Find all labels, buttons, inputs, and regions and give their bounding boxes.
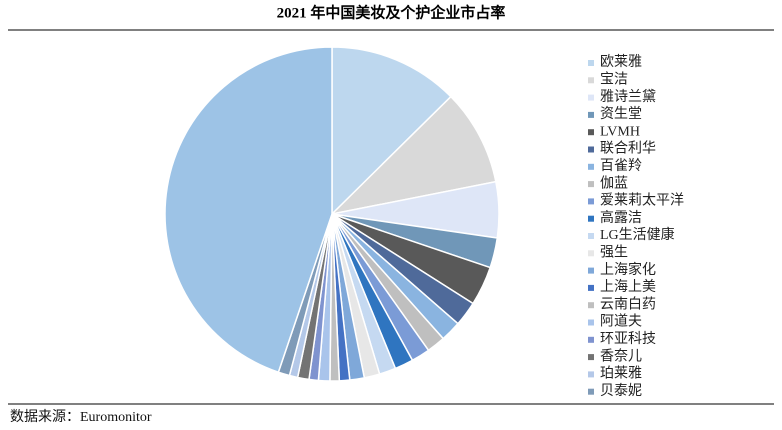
legend-swatch	[588, 233, 594, 239]
legend-label: 贝泰妮	[600, 383, 642, 399]
legend-label: 珀莱雅	[600, 366, 642, 382]
legend-swatch	[588, 111, 594, 118]
legend-label: 百雀羚	[600, 158, 642, 174]
legend-label: 伽蓝	[600, 175, 628, 191]
legend-swatch	[588, 94, 594, 101]
legend-label: 欧莱雅	[600, 54, 642, 70]
source: 数据来源：Euromonitor	[10, 409, 152, 425]
legend-swatch	[588, 302, 594, 309]
legend-label: 强生	[600, 245, 628, 261]
pie-slice	[331, 46, 452, 216]
legend-swatch	[588, 60, 594, 66]
legend-label: 资生堂	[600, 106, 642, 122]
legend-label: 阿道夫	[600, 314, 642, 330]
legend-swatch	[588, 198, 594, 205]
legend-label: 云南白药	[600, 296, 656, 312]
legend-swatch	[588, 267, 594, 274]
legend-label: 爱莱莉太平洋	[600, 193, 684, 209]
legend-swatch	[588, 336, 594, 343]
legend-label: LG生活健康	[600, 226, 675, 243]
legend-label: 上海上美	[600, 279, 656, 295]
legend-label: 上海家化	[600, 261, 656, 278]
legend-swatch	[588, 163, 594, 170]
legend-label: 环亚科技	[600, 331, 656, 347]
legend-label: 联合利华	[600, 141, 656, 157]
legend-swatch	[588, 371, 594, 378]
legend-swatch	[588, 215, 594, 222]
legend-label: 雅诗兰黛	[600, 89, 656, 105]
legend-swatch	[588, 146, 594, 153]
legend-swatch	[588, 129, 594, 136]
legend-swatch	[588, 354, 594, 361]
legend-label: LVMH	[600, 124, 640, 139]
pie-slice	[164, 46, 333, 374]
legend-swatch	[588, 284, 594, 291]
legend-swatch	[588, 250, 594, 257]
legend-swatch	[588, 319, 594, 326]
legend-swatch	[588, 388, 594, 395]
legend-swatch	[588, 77, 594, 84]
chart-title: 2021 年中国美妆及个护企业市占率	[277, 3, 506, 21]
legend-swatch	[588, 181, 594, 188]
legend-label: 香奈儿	[600, 348, 642, 364]
legend-label: 高露洁	[600, 209, 642, 226]
legend-label: 宝洁	[600, 72, 628, 88]
pie-slice	[329, 95, 497, 216]
